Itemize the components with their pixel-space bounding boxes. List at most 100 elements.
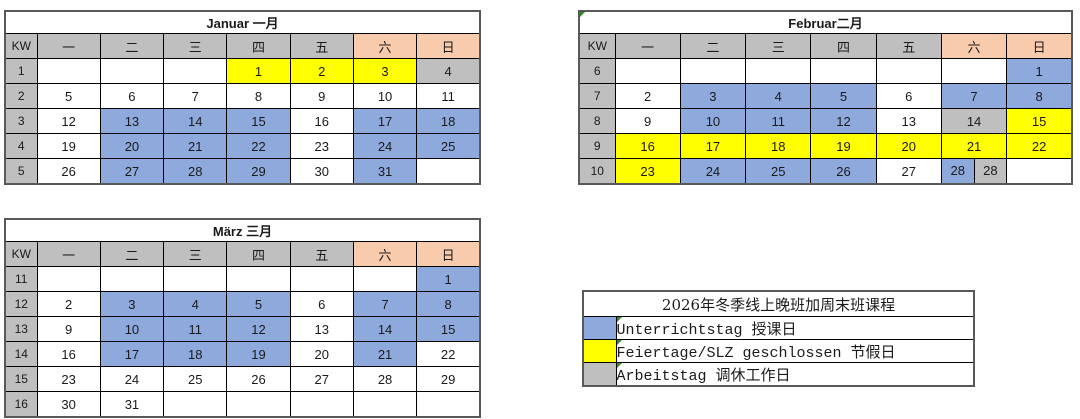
day-cell[interactable]: 25	[163, 366, 228, 392]
weekday-header-cell[interactable]: 二	[99, 241, 165, 267]
day-cell[interactable]	[163, 266, 228, 292]
day-cell[interactable]: 15	[226, 108, 291, 134]
day-cell[interactable]: 14	[163, 108, 228, 134]
day-cell[interactable]	[1006, 158, 1073, 185]
day-cell[interactable]: 6	[289, 291, 354, 317]
day-cell[interactable]: 27	[875, 158, 942, 185]
weekday-header-cell[interactable]: 二	[679, 33, 747, 59]
week-number-cell[interactable]: 5	[4, 158, 38, 185]
legend-swatch-course[interactable]	[582, 316, 617, 340]
day-cell[interactable]: 6	[99, 83, 165, 109]
day-cell[interactable]: 3	[679, 83, 747, 109]
day-cell[interactable]	[352, 266, 418, 292]
weekday-header-cell[interactable]: 五	[875, 33, 942, 59]
day-cell[interactable]: 2	[36, 291, 101, 317]
day-cell[interactable]: 31	[99, 391, 165, 418]
weekday-header-cell[interactable]: 六	[940, 33, 1008, 59]
day-cell[interactable]: 9	[289, 83, 354, 109]
week-number-cell[interactable]: 1	[4, 58, 38, 84]
day-cell[interactable]: 16	[614, 133, 681, 159]
day-cell[interactable]: 18	[745, 133, 812, 159]
legend-swatch-workday[interactable]	[582, 362, 617, 387]
day-cell[interactable]: 11	[416, 83, 481, 109]
day-cell[interactable]: 12	[36, 108, 101, 134]
split-day-cell[interactable]: 28 28	[940, 158, 1008, 185]
day-cell[interactable]: 3	[99, 291, 165, 317]
week-number-cell[interactable]: 9	[578, 133, 616, 159]
day-cell[interactable]: 4	[745, 83, 812, 109]
day-cell[interactable]: 20	[99, 133, 165, 159]
day-cell[interactable]: 21	[163, 133, 228, 159]
day-cell[interactable]	[352, 391, 418, 418]
day-cell[interactable]: 25	[745, 158, 812, 185]
day-cell[interactable]: 5	[226, 291, 291, 317]
week-number-cell[interactable]: 13	[4, 316, 38, 342]
day-cell[interactable]: 29	[226, 158, 291, 185]
weekday-header-cell[interactable]: 二	[99, 33, 165, 59]
day-cell[interactable]: 15	[416, 316, 481, 342]
day-cell[interactable]: 30	[289, 158, 354, 185]
kw-header-cell[interactable]: KW	[4, 241, 38, 267]
week-number-cell[interactable]: 4	[4, 133, 38, 159]
day-cell[interactable]: 23	[289, 133, 354, 159]
weekday-header-cell[interactable]: 五	[289, 241, 354, 267]
day-cell[interactable]: 11	[745, 108, 812, 134]
day-cell[interactable]: 17	[99, 341, 165, 367]
weekday-header-cell[interactable]: 四	[226, 33, 291, 59]
day-cell[interactable]: 7	[940, 83, 1008, 109]
weekday-header-cell[interactable]: 六	[352, 33, 418, 59]
legend-label-workday[interactable]: Arbeitstag 调休工作日	[615, 362, 975, 387]
day-cell[interactable]: 8	[416, 291, 481, 317]
day-cell[interactable]: 19	[226, 341, 291, 367]
day-cell[interactable]	[940, 58, 1008, 84]
day-cell[interactable]	[289, 266, 354, 292]
day-cell[interactable]	[614, 58, 681, 84]
day-cell[interactable]	[99, 58, 165, 84]
day-cell[interactable]	[416, 158, 481, 185]
week-number-cell[interactable]: 16	[4, 391, 38, 418]
day-cell[interactable]: 1	[226, 58, 291, 84]
legend-title[interactable]: 2026年冬季线上晚班加周末班课程	[582, 290, 975, 317]
week-number-cell[interactable]: 7	[578, 83, 616, 109]
day-cell[interactable]: 21	[352, 341, 418, 367]
calendar-title[interactable]: Februar二月	[578, 10, 1073, 34]
day-cell[interactable]: 17	[352, 108, 418, 134]
day-cell[interactable]: 27	[289, 366, 354, 392]
day-cell[interactable]	[36, 58, 101, 84]
day-cell[interactable]	[163, 58, 228, 84]
day-cell[interactable]: 15	[1006, 108, 1073, 134]
week-number-cell[interactable]: 12	[4, 291, 38, 317]
day-cell[interactable]: 10	[679, 108, 747, 134]
day-cell[interactable]: 7	[163, 83, 228, 109]
weekday-header-cell[interactable]: 一	[36, 33, 101, 59]
split-day-half[interactable]: 28	[942, 159, 974, 183]
day-cell[interactable]: 19	[810, 133, 877, 159]
weekday-header-cell[interactable]: 三	[745, 33, 812, 59]
week-number-cell[interactable]: 3	[4, 108, 38, 134]
week-number-cell[interactable]: 10	[578, 158, 616, 185]
day-cell[interactable]: 28	[163, 158, 228, 185]
day-cell[interactable]: 2	[614, 83, 681, 109]
weekday-header-cell[interactable]: 三	[163, 241, 228, 267]
day-cell[interactable]: 30	[36, 391, 101, 418]
day-cell[interactable]	[163, 391, 228, 418]
day-cell[interactable]: 4	[163, 291, 228, 317]
day-cell[interactable]: 4	[416, 58, 481, 84]
day-cell[interactable]: 6	[875, 83, 942, 109]
day-cell[interactable]: 2	[289, 58, 354, 84]
day-cell[interactable]: 28	[352, 366, 418, 392]
day-cell[interactable]: 13	[875, 108, 942, 134]
day-cell[interactable]: 13	[99, 108, 165, 134]
day-cell[interactable]	[99, 266, 165, 292]
week-number-cell[interactable]: 8	[578, 108, 616, 134]
weekday-header-cell[interactable]: 四	[226, 241, 291, 267]
day-cell[interactable]: 14	[352, 316, 418, 342]
day-cell[interactable]	[289, 391, 354, 418]
weekday-header-cell[interactable]: 日	[416, 241, 481, 267]
weekday-header-cell[interactable]: 四	[810, 33, 877, 59]
day-cell[interactable]: 1	[416, 266, 481, 292]
day-cell[interactable]: 24	[679, 158, 747, 185]
calendar-title[interactable]: Januar 一月	[4, 10, 481, 34]
kw-header-cell[interactable]: KW	[4, 33, 38, 59]
day-cell[interactable]: 17	[679, 133, 747, 159]
